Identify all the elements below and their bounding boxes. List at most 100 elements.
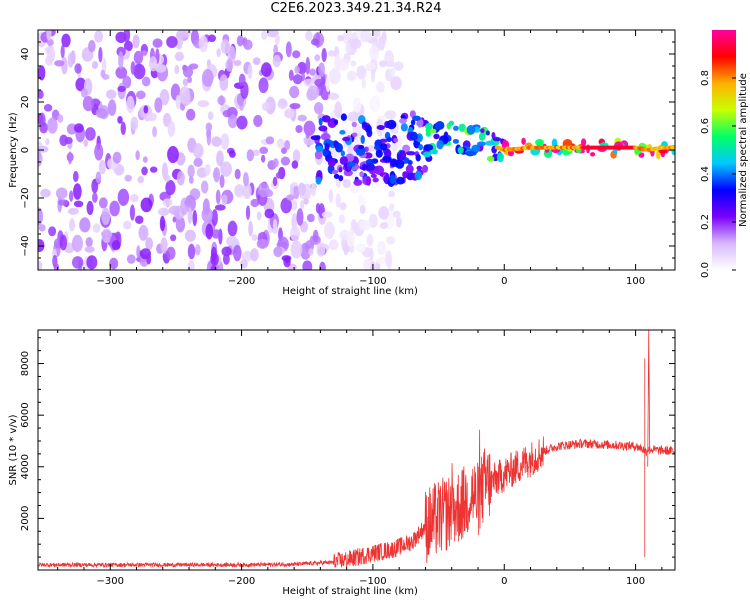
spectral-cell: [350, 219, 358, 230]
spectral-cell: [250, 198, 260, 208]
spectral-cell: [246, 149, 254, 162]
spectral-cell: [98, 197, 108, 209]
spectral-cell: [290, 199, 298, 211]
spectral-cell: [339, 156, 349, 165]
spectral-cell: [152, 126, 158, 138]
spectral-cell: [130, 116, 139, 131]
spectral-cell: [201, 68, 214, 87]
spectral-cell: [502, 139, 507, 148]
snr-ytick-label: 4000: [20, 454, 31, 479]
spectral-cell: [384, 110, 397, 120]
spectral-cell: [259, 146, 268, 155]
spectral-cell: [292, 74, 303, 85]
spectral-cell: [105, 89, 117, 100]
spectral-cell: [292, 185, 300, 200]
snr-plot-area: [38, 330, 675, 569]
spectral-cell: [117, 115, 123, 124]
spectral-cell: [205, 223, 214, 240]
snr-ytick-label: 2000: [20, 506, 31, 531]
spectral-cell: [306, 213, 315, 223]
spectral-cell: [216, 48, 221, 58]
spectral-cell: [294, 65, 300, 74]
spectral-cell: [136, 245, 141, 259]
spectral-cell: [274, 34, 280, 46]
spectral-cell: [219, 74, 229, 91]
spectral-cell: [200, 180, 209, 194]
spectral-cell: [351, 132, 358, 138]
spectral-cell: [272, 218, 278, 234]
spectral-cell: [346, 230, 355, 248]
spectral-cell: [656, 150, 661, 160]
spectral-cell: [211, 209, 218, 226]
spectral-cell: [328, 92, 340, 100]
spectrogram-cells: [38, 30, 675, 270]
spectral-cell: [415, 154, 421, 162]
spectral-cell: [423, 144, 434, 151]
spectral-cell: [338, 175, 344, 182]
spectral-cell: [303, 198, 309, 205]
spectral-cell: [67, 151, 73, 165]
spectral-cell: [342, 179, 352, 189]
spectral-cell: [390, 76, 402, 91]
spectral-cell: [159, 88, 170, 106]
spectral-cell: [328, 239, 339, 251]
colorbar-tick-label: 0.4: [700, 166, 711, 182]
spectral-cell: [251, 234, 258, 241]
spectral-cell: [95, 108, 108, 119]
spectral-cell: [580, 138, 587, 147]
spectral-cell: [324, 142, 330, 151]
spectral-cell: [337, 34, 344, 42]
spectral-cell: [107, 99, 117, 116]
spectral-cell: [379, 222, 388, 230]
spectral-cell: [335, 193, 341, 208]
snr-xtick-label: −300: [97, 576, 124, 587]
spectral-cell: [211, 136, 222, 147]
spectral-cell: [305, 30, 313, 42]
spectral-cell: [530, 147, 541, 156]
spectral-cell: [69, 190, 74, 202]
spectral-cell: [253, 114, 263, 127]
spectral-cell: [126, 254, 136, 264]
spectrogram-xtick-label: −300: [97, 276, 124, 287]
spectral-cell: [365, 158, 375, 166]
spectral-cell: [55, 187, 68, 200]
spectral-cell: [132, 34, 140, 49]
colorbar-label: Normalized spectral amplitude: [738, 73, 749, 227]
colorbar: 0.0 0.2 0.4 0.6 0.8 Normalized spectral ampli…: [700, 30, 749, 278]
spectral-cell: [182, 66, 194, 78]
spectral-cell: [73, 183, 82, 200]
spectral-cell: [38, 112, 46, 128]
spectral-cell: [59, 234, 68, 251]
spectral-cell: [272, 54, 281, 68]
spectral-cell: [448, 120, 455, 126]
spectral-cell: [187, 164, 195, 178]
spectral-cell: [140, 197, 153, 213]
spectral-cell: [210, 252, 219, 266]
spectral-cell: [458, 123, 466, 132]
spectral-cell: [345, 42, 352, 55]
snr-chart: −300 −200 −100 0 100 2000 4000 6000 8000 Height o…: [8, 329, 676, 597]
spectral-cell: [376, 240, 387, 256]
spectral-cell: [71, 234, 83, 252]
spectral-cell: [117, 188, 130, 206]
spectral-cell: [192, 209, 198, 227]
colorbar-tick-label: 0.8: [700, 70, 711, 86]
spectral-cell: [141, 50, 148, 57]
spectral-cell: [359, 219, 371, 231]
spectral-cell: [217, 95, 226, 106]
spectral-cell: [38, 65, 46, 81]
spectral-cell: [308, 248, 314, 256]
spectral-cell: [366, 234, 374, 247]
spectral-cell: [284, 140, 291, 151]
spectral-cell: [86, 200, 94, 216]
spectral-cell: [82, 96, 94, 112]
spectral-cell: [324, 221, 335, 240]
spectral-cell: [187, 243, 196, 260]
spectral-cell: [67, 52, 74, 68]
spectral-cell: [671, 150, 675, 156]
spectrogram-xtick-label: −100: [359, 276, 386, 287]
spectral-cell: [72, 170, 79, 183]
spectral-cell: [291, 160, 299, 169]
spectral-cell: [167, 120, 176, 137]
spectral-cell: [349, 183, 359, 194]
